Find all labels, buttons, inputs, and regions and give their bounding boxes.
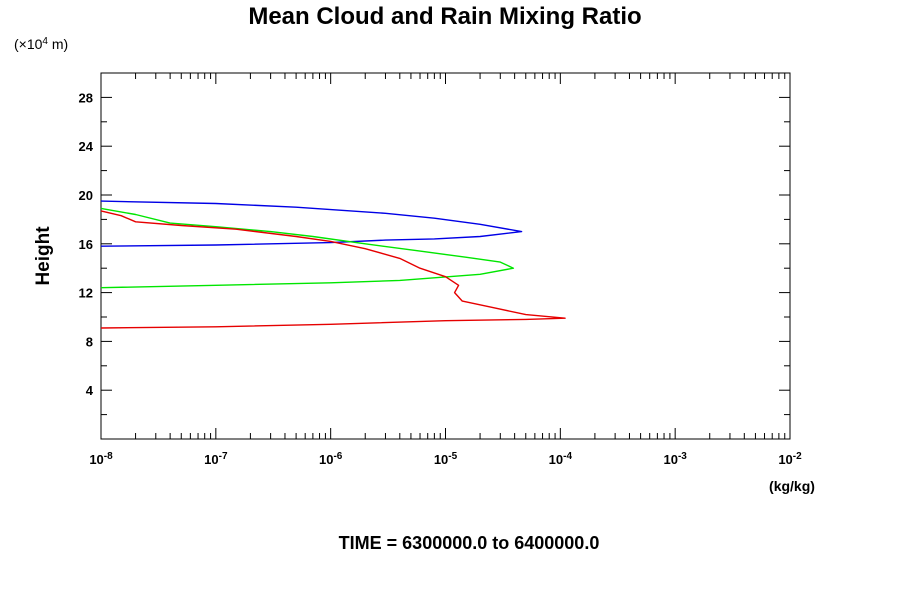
x-tick-label-exponent: -6 [333,451,342,462]
y-axis-unit-tail: m) [48,36,68,52]
x-tick-label-exponent: -7 [219,451,228,462]
y-minor-ticks [101,121,790,416]
y-axis-unit-exponent: 4 [42,36,48,47]
series-group [100,200,566,329]
x-tick-label: 10-3 [663,451,687,468]
x-tick-label: 10-8 [89,451,113,468]
x-tick-label: 10-6 [319,451,343,468]
x-tick-label: 10-5 [434,451,458,468]
y-tick-label: 8 [86,334,93,349]
x-tick-label: 10-7 [204,451,228,468]
x-tick-label-base: 10 [778,452,792,467]
y-axis-label: Height [33,226,54,286]
y-axis-unit-base: (×10 [14,36,43,52]
y-tick-label: 16 [79,237,93,252]
x-tick-label: 10-2 [778,451,802,468]
y-tick-label: 28 [79,90,93,105]
x-ticks: 10-8 10-7 10-6 10-5 10-4 10-3 10-2 [89,73,802,467]
series-line-1 [100,200,523,247]
x-tick-label-base: 10 [434,452,448,467]
x-tick-label-exponent: -4 [563,451,572,462]
time-footer: TIME = 6300000.0 to 6400000.0 [339,533,600,553]
x-tick-label-exponent: -8 [104,451,113,462]
y-tick-label: 12 [79,286,93,301]
chart-title: Mean Cloud and Rain Mixing Ratio [248,3,641,30]
x-tick-label-base: 10 [204,452,218,467]
x-tick-label: 10-4 [549,451,573,468]
series-line-3 [100,210,566,329]
plot-area-frame [100,72,791,440]
y-ticks: 4 8 12 16 20 24 28 [79,90,790,398]
x-tick-label-base: 10 [319,452,333,467]
y-tick-label: 24 [79,139,94,154]
x-tick-label-base: 10 [663,452,677,467]
series-line-2 [100,207,515,289]
y-tick-label: 20 [79,188,93,203]
x-minor-ticks [135,73,786,439]
y-axis-unit: (×104 m) [14,36,68,53]
x-tick-label-exponent: -5 [448,451,457,462]
x-tick-label-base: 10 [89,452,103,467]
x-tick-label-base: 10 [549,452,563,467]
x-tick-label-exponent: -3 [678,451,687,462]
x-tick-label-exponent: -2 [793,451,802,462]
y-tick-label: 4 [86,383,94,398]
x-axis-unit: (kg/kg) [769,478,815,494]
